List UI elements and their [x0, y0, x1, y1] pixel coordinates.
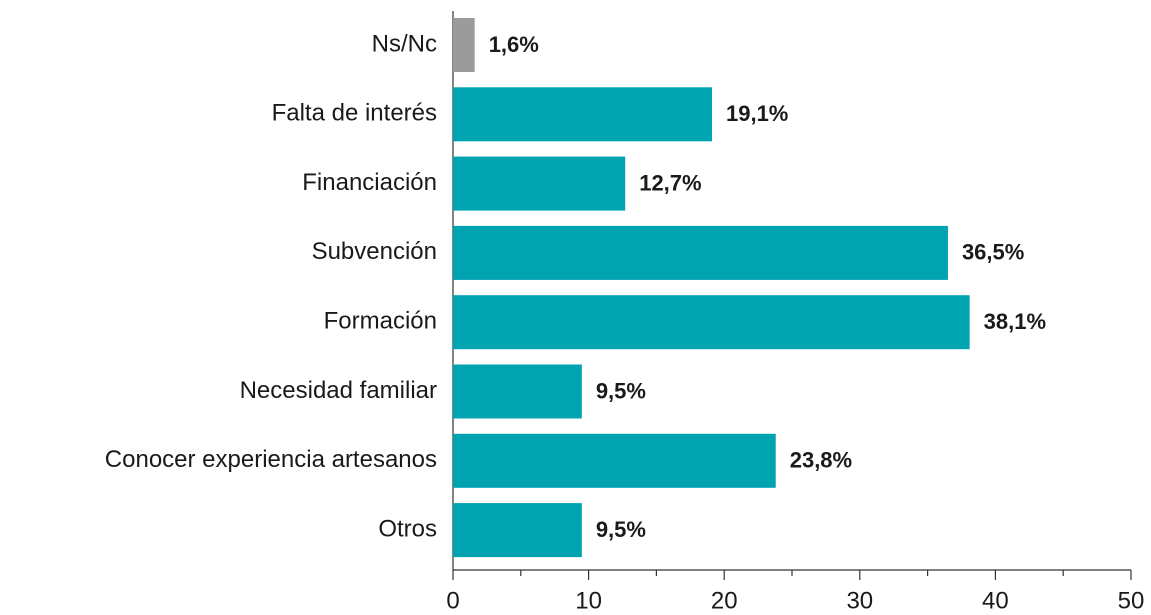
y-tick-label: Otros — [378, 515, 437, 542]
bar — [453, 364, 582, 419]
y-tick-label: Subvención — [312, 238, 437, 265]
value-label: 23,8% — [790, 448, 852, 473]
bar — [453, 295, 970, 350]
value-label: 9,5% — [596, 378, 646, 403]
x-tick-label: 40 — [982, 587, 1009, 614]
value-label: 19,1% — [726, 101, 788, 126]
value-label: 38,1% — [984, 309, 1046, 334]
bar — [453, 225, 948, 280]
value-label: 1,6% — [489, 32, 539, 57]
bar — [453, 433, 776, 488]
y-tick-label: Formación — [324, 308, 437, 335]
x-tick-label: 50 — [1118, 587, 1145, 614]
x-tick-label: 20 — [711, 587, 738, 614]
bar — [453, 503, 582, 558]
bar — [453, 87, 712, 142]
y-tick-label: Falta de interés — [272, 100, 437, 127]
y-tick-label: Ns/Nc — [372, 30, 437, 57]
x-tick-label: 10 — [575, 587, 602, 614]
bar — [453, 18, 475, 72]
y-tick-label: Necesidad familiar — [240, 377, 437, 404]
y-tick-label: Conocer experiencia artesanos — [105, 446, 437, 473]
bar — [453, 156, 626, 211]
value-label: 9,5% — [596, 517, 646, 542]
value-label: 36,5% — [962, 240, 1024, 265]
x-tick-label: 0 — [446, 587, 459, 614]
x-tick-label: 30 — [846, 587, 873, 614]
value-label: 12,7% — [639, 170, 701, 195]
y-tick-label: Financiación — [302, 169, 437, 196]
